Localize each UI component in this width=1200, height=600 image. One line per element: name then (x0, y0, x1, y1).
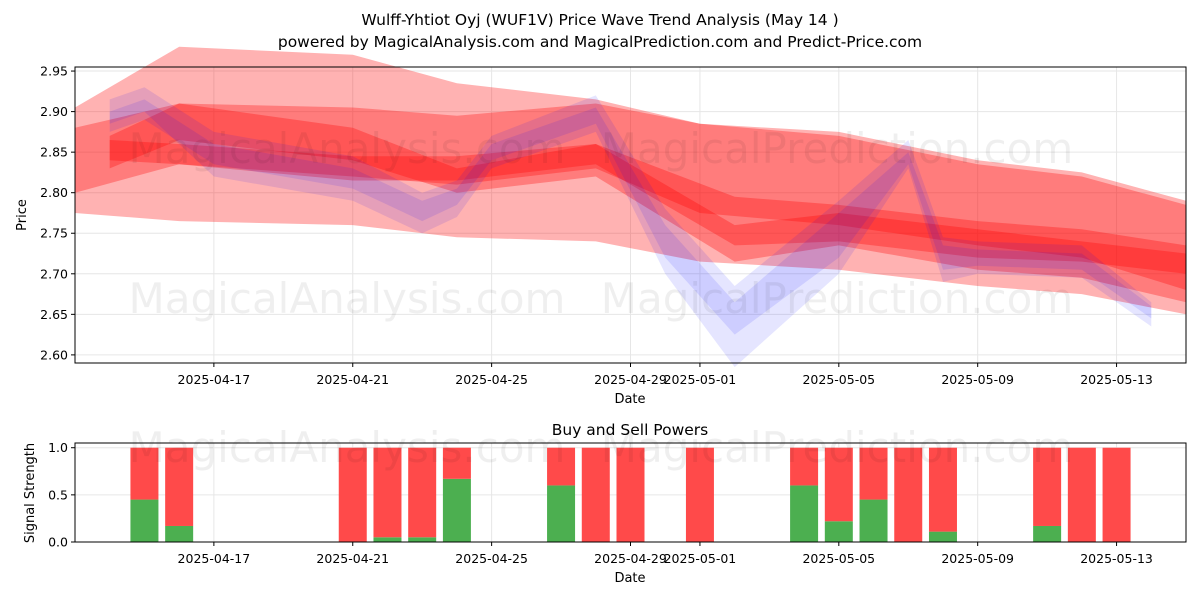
sell-power-bar (824, 447, 853, 522)
price-axes: 2025-04-17 2025-04-21 2025-04-25 2025-04-29… (40, 64, 1153, 387)
price-y-tick-label: 2.75 (40, 226, 68, 241)
sell-power-bar (165, 447, 194, 526)
sell-power-bar (1033, 447, 1062, 526)
price-y-tick-label: 2.90 (40, 104, 68, 119)
buy-power-bar (165, 525, 194, 542)
buy-sell-y-tick-label: 1.0 (48, 440, 68, 455)
watermark-analysis-bottom: MagicalAnalysis.com (129, 423, 566, 472)
sell-power-bar (130, 447, 159, 500)
buy-power-bar (373, 537, 402, 542)
price-x-label: Date (614, 392, 645, 407)
buy-power-bar (547, 485, 576, 542)
buy-sell-x-tick-label: 2025-05-09 (941, 551, 1014, 566)
red-wave-band-3 (109, 103, 1187, 303)
sell-power-bar (442, 447, 471, 479)
buy-power-bar (130, 499, 159, 542)
sell-power-bar (616, 447, 645, 542)
red-wave-band-1 (75, 46, 1186, 315)
watermark-analysis-mid: MagicalAnalysis.com (129, 274, 566, 323)
price-y-tick-label: 2.70 (40, 266, 68, 281)
sell-power-bar (581, 447, 610, 542)
watermark-prediction-bottom: MagicalPrediction.com (601, 423, 1074, 472)
sell-power-bar (894, 447, 923, 542)
watermark-prediction-top: MagicalPrediction.com (601, 124, 1074, 173)
sell-power-bar (928, 447, 957, 532)
blue-wave-band-1 (109, 87, 1152, 368)
buy-sell-x-tick-label: 2025-04-17 (178, 551, 251, 566)
price-grid (75, 67, 1186, 363)
buy-power-bar (1033, 525, 1062, 542)
buy-sell-x-label: Date (614, 571, 645, 586)
price-x-tick-label: 2025-05-05 (802, 372, 875, 387)
sell-power-bar (1102, 447, 1131, 542)
red-wave-band-4 (109, 140, 1187, 274)
buy-sell-plot-border (74, 442, 1187, 543)
sell-power-bar (1067, 447, 1096, 542)
price-y-tick-label: 2.85 (40, 145, 68, 160)
buy-sell-y-tick-label: 0.0 (48, 535, 68, 550)
sell-power-bar (685, 447, 714, 542)
sell-power-bar (547, 447, 576, 486)
sell-power-bar (408, 447, 437, 538)
price-x-tick-label: 2025-04-25 (455, 372, 528, 387)
price-plot-border (74, 66, 1187, 364)
buy-sell-bars (130, 447, 1131, 542)
buy-sell-x-tick-label: 2025-04-25 (455, 551, 528, 566)
buy-sell-x-tick-label: 2025-05-05 (802, 551, 875, 566)
buy-sell-x-tick-label: 2025-05-01 (664, 551, 737, 566)
red-wave-band-2 (75, 103, 1186, 290)
buy-power-bar (824, 521, 853, 542)
buy-sell-y-label: Signal Strength (23, 443, 38, 543)
price-x-tick-label: 2025-05-13 (1080, 372, 1153, 387)
price-x-tick-label: 2025-04-17 (178, 372, 251, 387)
price-x-tick-label: 2025-04-29 (594, 372, 667, 387)
sell-power-bar (338, 447, 367, 542)
buy-sell-axes: 2025-04-17 2025-04-21 2025-04-25 2025-04-29… (48, 440, 1153, 566)
buy-sell-title: Buy and Sell Powers (552, 421, 709, 439)
price-bands (75, 46, 1187, 368)
price-y-tick-label: 2.80 (40, 185, 68, 200)
buy-sell-x-tick-label: 2025-04-21 (316, 551, 389, 566)
buy-sell-x-tick-label: 2025-04-29 (594, 551, 667, 566)
buy-sell-chart: Buy and Sell Powers MagicalAnalysis.com … (23, 421, 1187, 586)
buy-sell-y-tick-label: 0.5 (48, 487, 68, 502)
price-wave-chart: MagicalAnalysis.com MagicalPrediction.co… (15, 46, 1187, 407)
price-x-tick-label: 2025-05-01 (664, 372, 737, 387)
buy-power-bar (408, 537, 437, 542)
sell-power-bar (373, 447, 402, 538)
price-y-tick-label: 2.95 (40, 64, 68, 79)
chart-subtitle: powered by MagicalAnalysis.com and Magic… (278, 33, 922, 51)
chart-title: Wulff-Yhtiot Oyj (WUF1V) Price Wave Tren… (361, 11, 838, 29)
price-y-tick-label: 2.60 (40, 347, 68, 362)
price-y-label: Price (15, 199, 30, 231)
price-x-tick-label: 2025-05-09 (941, 372, 1014, 387)
watermark-prediction-mid: MagicalPrediction.com (601, 274, 1074, 323)
sell-power-bar (859, 447, 888, 500)
buy-power-bar (928, 531, 957, 542)
price-x-tick-label: 2025-04-21 (316, 372, 389, 387)
sell-power-bar (790, 447, 819, 486)
price-y-tick-label: 2.65 (40, 307, 68, 322)
buy-sell-x-tick-label: 2025-05-13 (1080, 551, 1153, 566)
buy-power-bar (859, 499, 888, 542)
watermark-analysis-top: MagicalAnalysis.com (129, 124, 566, 173)
buy-power-bar (790, 485, 819, 542)
buy-power-bar (442, 478, 471, 542)
